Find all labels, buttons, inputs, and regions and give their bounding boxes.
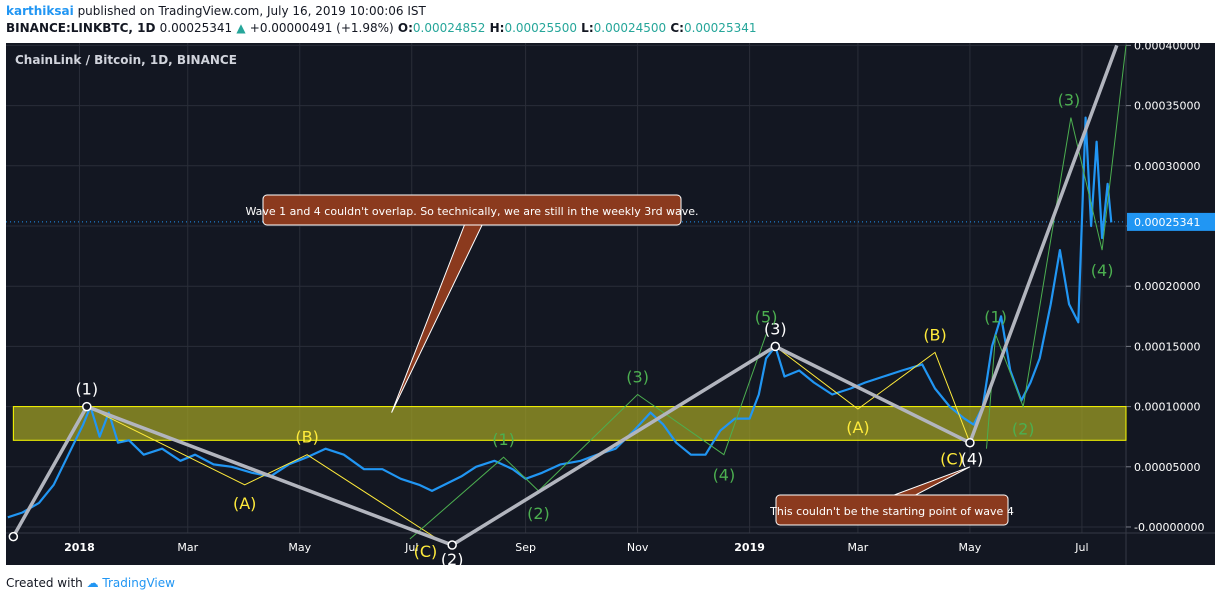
wave-major-label: (3) — [764, 319, 787, 338]
y-tick-label: -0.00000000 — [1134, 521, 1204, 534]
wave-abc-label: (B) — [923, 325, 946, 344]
wave-abc-label: (C) — [940, 450, 964, 469]
x-tick-label: Jul — [1074, 541, 1088, 554]
wave-pivot-marker[interactable] — [8, 531, 19, 542]
callout-pointer — [391, 220, 485, 413]
wave-impulse-label: (1) — [492, 430, 515, 449]
callout-box[interactable] — [775, 494, 1009, 526]
callout-text-overlap: Wave 1 and 4 couldn't overlap. So techni… — [245, 205, 698, 218]
created-with-label: Created with — [6, 576, 83, 590]
wave-major-label: (2) — [441, 550, 464, 565]
close-value: 0.00025341 — [683, 21, 757, 35]
x-tick-label: Mar — [177, 541, 198, 554]
wave-abc-label: (A) — [846, 418, 869, 437]
wave-impulse-label: (4) — [713, 466, 736, 485]
wave-abc-label: (C) — [414, 542, 438, 561]
up-arrow-icon: ▲ — [236, 21, 246, 35]
price-change: +0.00000491 (+1.98%) — [249, 21, 394, 35]
y-tick-label: 0.00005000 — [1134, 461, 1200, 474]
x-tick-label: Sep — [515, 541, 536, 554]
wave-impulse-label: (3) — [1058, 91, 1081, 110]
wave-impulse-label: (2) — [1012, 420, 1035, 439]
wave-pivot-marker[interactable] — [770, 341, 781, 352]
wave-major-line[interactable] — [11, 44, 1119, 547]
wave-major-label: (4) — [961, 450, 984, 469]
wave-impulse-label: (1) — [984, 307, 1007, 326]
wave-impulse-2018-line[interactable] — [409, 334, 767, 540]
author-name[interactable]: karthiksai — [6, 4, 74, 18]
chart-panel[interactable]: 0.000400000.000350000.000300000.00025000… — [6, 39, 1215, 569]
wave-abc-label: (A) — [233, 494, 256, 513]
wave-impulse-label: (2) — [527, 504, 550, 523]
callout-text-wave4: This couldn't be the starting point of w… — [769, 505, 1014, 518]
close-label: C: — [670, 21, 684, 35]
y-tick-label: 0.00035000 — [1134, 100, 1200, 113]
wave-impulse-label: (5) — [755, 307, 778, 326]
x-tick-label: May — [959, 541, 982, 554]
low-label: L: — [581, 21, 594, 35]
symbol-ohlc-line: BINANCE:LINKBTC, 1D 0.00025341 ▲ +0.0000… — [6, 21, 756, 35]
high-label: H: — [489, 21, 505, 35]
footer: Created with ☁ TradingView — [6, 576, 175, 590]
wave-impulse-2019-line[interactable] — [986, 45, 1127, 449]
wave-pivot-marker[interactable] — [447, 540, 457, 550]
open-label: O: — [397, 21, 413, 35]
wave-pivot-marker[interactable] — [82, 401, 92, 412]
support-zone[interactable] — [12, 406, 1127, 441]
wave-impulse-label: (4) — [1091, 261, 1114, 280]
y-tick-label: 0.00020000 — [1134, 280, 1200, 293]
wave-major-label: (1) — [75, 380, 98, 399]
x-tick-label: Nov — [627, 541, 649, 554]
x-tick-label: 2019 — [734, 541, 765, 554]
wave-abc-2018-line[interactable] — [86, 406, 438, 540]
wave-impulse-label: (3) — [626, 368, 649, 387]
current-price-label: 0.00025341 — [1134, 216, 1200, 229]
price-chart[interactable]: 0.000400000.000350000.000300000.00025000… — [6, 39, 1215, 569]
wave-pivot-marker[interactable] — [965, 437, 975, 448]
open-value: 0.00024852 — [412, 21, 486, 35]
y-tick-label: 0.00040000 — [1134, 43, 1200, 52]
x-tick-label: May — [288, 541, 311, 554]
x-tick-label: 2018 — [64, 541, 95, 554]
y-tick-label: 0.00030000 — [1134, 160, 1200, 173]
x-tick-label: Jul — [404, 541, 418, 554]
tradingview-brand[interactable]: TradingView — [102, 576, 175, 590]
wave-abc-label: (B) — [295, 428, 318, 447]
tradingview-logo-icon[interactable]: ☁ — [86, 576, 99, 590]
y-tick-label: 0.00010000 — [1134, 401, 1200, 414]
published-text: published on TradingView.com, July 16, 2… — [77, 4, 426, 18]
symbol-label: BINANCE:LINKBTC, 1D — [6, 21, 156, 35]
publisher-line: karthiksai published on TradingView.com,… — [6, 4, 426, 18]
chart-title: ChainLink / Bitcoin, 1D, BINANCE — [15, 53, 237, 67]
last-price: 0.00025341 — [159, 21, 233, 35]
low-value: 0.00024500 — [593, 21, 667, 35]
x-tick-label: Mar — [848, 541, 869, 554]
y-tick-label: 0.00015000 — [1134, 340, 1200, 353]
wave-abc-2019-line[interactable] — [774, 346, 971, 443]
high-value: 0.00025500 — [504, 21, 577, 35]
price-series-line[interactable] — [7, 116, 1113, 519]
current-price-tag[interactable] — [1127, 212, 1215, 231]
callout-box[interactable] — [262, 194, 682, 226]
